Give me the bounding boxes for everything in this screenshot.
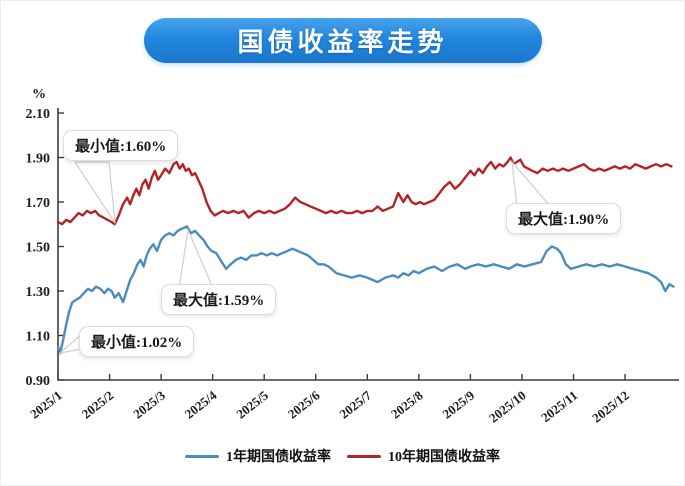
svg-text:2025/9: 2025/9 [440, 387, 478, 421]
svg-text:2025/12: 2025/12 [589, 388, 632, 426]
svg-text:2025/7: 2025/7 [336, 387, 374, 421]
chart-title-banner: 国债收益率走势 [143, 18, 542, 63]
svg-text:1.70: 1.70 [26, 196, 51, 211]
svg-text:2025/8: 2025/8 [388, 387, 426, 421]
svg-text:1.90: 1.90 [26, 152, 51, 167]
annotation-max-10y: 最大值:1.90% [506, 203, 622, 234]
svg-text:1.50: 1.50 [26, 241, 51, 256]
svg-text:2025/4: 2025/4 [182, 387, 220, 421]
legend-item-10y: 10年期国债收益率 [347, 446, 500, 466]
legend-label-10y: 10年期国债收益率 [388, 450, 500, 465]
legend: 1年期国债收益率 10年期国债收益率 [1, 446, 684, 466]
legend-item-1y: 1年期国债收益率 [185, 446, 331, 466]
svg-text:1.30: 1.30 [26, 285, 51, 300]
svg-text:0.90: 0.90 [26, 374, 51, 389]
svg-text:2025/1: 2025/1 [27, 388, 65, 422]
annotation-max-1y: 最大值:1.59% [161, 284, 277, 315]
svg-text:2025/5: 2025/5 [233, 387, 271, 421]
legend-line-1y-icon [185, 454, 219, 458]
svg-text:%: % [32, 87, 46, 102]
annotation-min-1y: 最小值:1.02% [79, 326, 195, 357]
chart-title: 国债收益率走势 [237, 27, 448, 57]
svg-text:2025/10: 2025/10 [486, 388, 529, 426]
svg-text:2025/6: 2025/6 [285, 387, 323, 421]
svg-text:2.10: 2.10 [26, 107, 51, 122]
annotation-min-10y: 最小值:1.60% [63, 130, 179, 161]
legend-line-10y-icon [347, 454, 381, 458]
svg-text:2025/3: 2025/3 [130, 387, 168, 421]
legend-label-1y: 1年期国债收益率 [226, 450, 331, 465]
svg-text:2025/11: 2025/11 [538, 388, 580, 426]
svg-text:1.10: 1.10 [26, 330, 51, 345]
svg-text:2025/2: 2025/2 [79, 388, 117, 422]
